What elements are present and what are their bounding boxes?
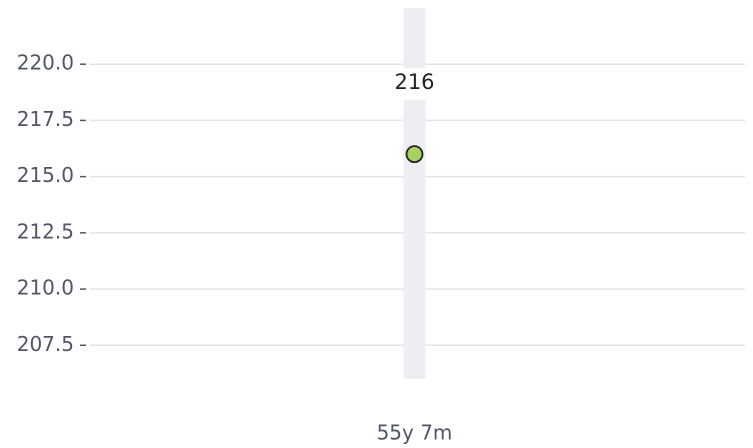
point xyxy=(405,145,424,164)
y-tick-label: 210.0 xyxy=(17,276,74,300)
data-label: 216 xyxy=(394,70,434,94)
category-band xyxy=(403,8,426,379)
y-tick-label: 215.0 xyxy=(17,163,74,187)
y-tick-label: 217.5 xyxy=(17,107,74,131)
y-tick-label: 220.0 xyxy=(17,51,74,75)
label-bg xyxy=(392,68,437,101)
x-tick-label: 55y 7m xyxy=(377,421,453,445)
y-tick-label: 212.5 xyxy=(17,219,74,243)
y-tick-label: 207.5 xyxy=(17,332,74,356)
